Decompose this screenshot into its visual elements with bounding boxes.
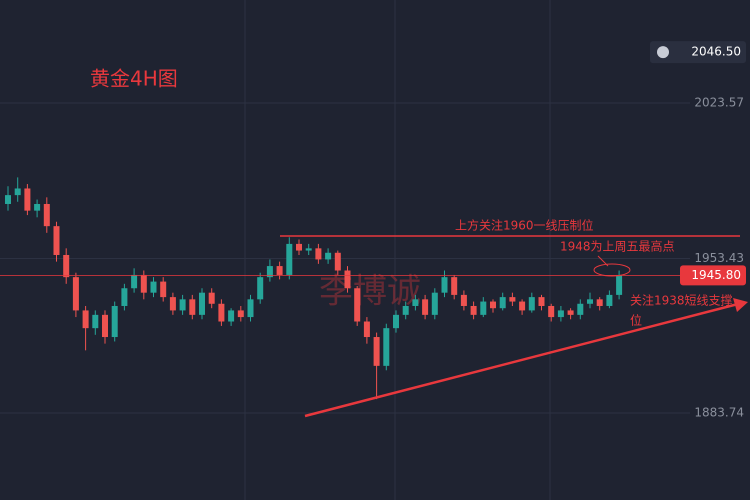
pointer: [597, 255, 609, 267]
candle-body: [470, 305, 477, 315]
alert-label: 2046.50: [691, 45, 741, 59]
candle-body: [140, 274, 147, 293]
candle-body: [315, 248, 322, 260]
candle-body: [354, 288, 361, 322]
candle-body: [393, 314, 399, 329]
watermark: 李博诚: [319, 272, 421, 312]
candle-body: [150, 281, 157, 293]
candle-body: [431, 292, 438, 315]
annotation: 位: [630, 313, 642, 328]
candle-body: [538, 297, 545, 306]
candle-body: [412, 299, 419, 306]
candle-body: [43, 203, 50, 227]
candle-body: [82, 310, 89, 329]
candle-body: [441, 277, 448, 293]
last-price-box: [680, 265, 746, 286]
candle-body: [228, 310, 235, 322]
candle-body: [53, 226, 60, 255]
candle-body: [121, 288, 128, 306]
candle-body: [383, 328, 390, 366]
candle-body: [480, 301, 487, 315]
candle-body: [102, 314, 108, 338]
candle-body: [266, 266, 273, 278]
candle-body: [218, 303, 225, 322]
candle-body: [247, 299, 254, 318]
candle-body: [111, 305, 118, 338]
bell-icon: [657, 46, 669, 59]
candle-body: [596, 299, 603, 306]
candle-body: [422, 299, 429, 315]
candle-body: [519, 301, 526, 311]
candle-body: [606, 294, 613, 306]
alert-box: [650, 41, 746, 64]
candle-body: [72, 277, 79, 311]
candle-body: [63, 254, 70, 278]
candle-body: [296, 243, 302, 251]
candle-body: [169, 297, 176, 311]
y-tick-label: 1883.74: [694, 405, 744, 419]
candle-body: [616, 274, 623, 295]
candle-body: [460, 294, 467, 306]
annotation: 上方关注1960一线压制位: [455, 218, 594, 233]
candle-body: [14, 188, 21, 196]
candle-body: [189, 299, 196, 315]
candle-body: [237, 310, 244, 318]
candle-body: [344, 270, 351, 289]
candle-body: [179, 299, 186, 311]
candle-body: [276, 266, 283, 275]
candle-body: [587, 299, 593, 304]
candle-body: [528, 297, 535, 311]
candle-body: [334, 252, 341, 271]
candle-body: [34, 203, 41, 211]
candle-body: [373, 337, 380, 366]
candle-body: [5, 195, 11, 204]
trend-arrow: [733, 298, 748, 312]
candle-body: [490, 301, 496, 309]
candle-body: [363, 321, 370, 338]
plot: 2023.57 1953.43 1883.74: [0, 95, 744, 419]
y-tick-label: 2023.57: [694, 95, 744, 109]
last-price-label: 1945.80: [691, 268, 741, 282]
annotation: 1948为上周五最高点: [560, 239, 675, 254]
annotation: 关注1938短线支撑: [630, 293, 733, 308]
candle-body: [577, 303, 584, 315]
candle-body: [557, 310, 564, 318]
candle-body: [199, 292, 205, 315]
candle-body: [286, 243, 293, 275]
chart-title: 黄金4H图: [90, 67, 178, 91]
candle-body: [509, 297, 516, 302]
highlight-ellipse: [593, 263, 631, 277]
candle-body: [160, 281, 167, 298]
candle-body: [402, 305, 409, 315]
trend-line: [304, 302, 739, 418]
candle-body: [92, 314, 99, 329]
candle-body: [131, 274, 138, 289]
candle-body: [548, 305, 555, 318]
candle-body: [567, 310, 574, 315]
candle-body: [24, 188, 31, 211]
candle-body: [451, 277, 458, 295]
candle-body: [325, 252, 332, 260]
candle-body: [499, 297, 506, 309]
candle-body: [208, 292, 215, 304]
y-tick-label: 1953.43: [694, 251, 744, 265]
candle-body: [257, 277, 264, 300]
candle-body: [305, 248, 312, 251]
